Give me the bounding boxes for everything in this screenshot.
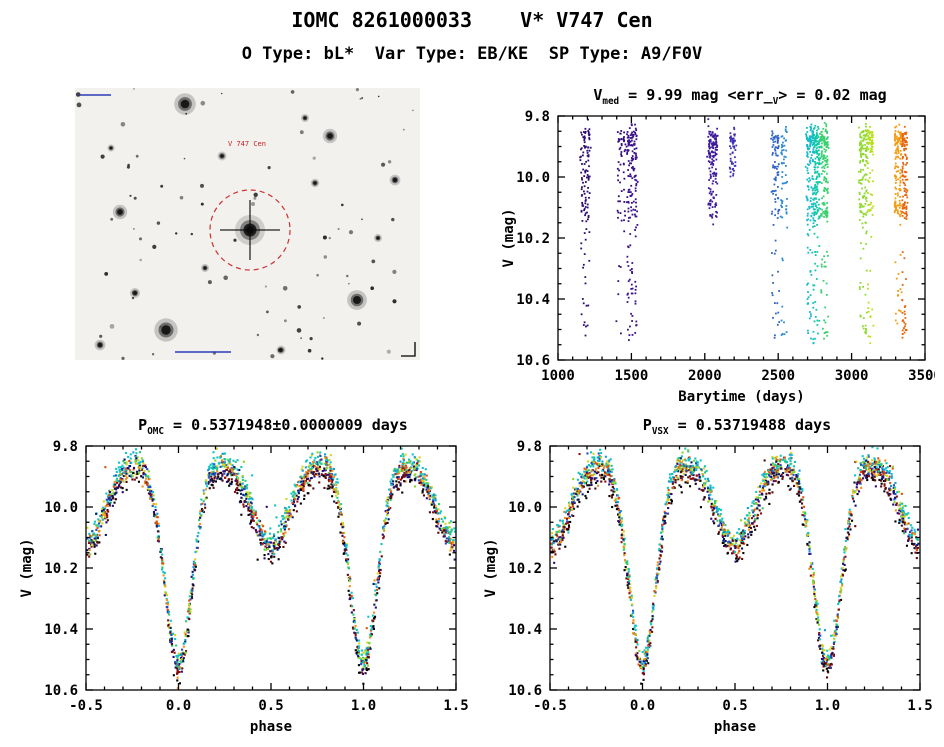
phase-omc-points bbox=[86, 447, 456, 690]
svg-text:2500: 2500 bbox=[761, 368, 795, 384]
p-omc-label: P bbox=[138, 416, 148, 434]
time-series-points bbox=[579, 118, 909, 345]
svg-text:-0.5: -0.5 bbox=[69, 698, 103, 714]
phase-vsx-points bbox=[550, 446, 920, 685]
svg-text:10.2: 10.2 bbox=[44, 561, 78, 577]
phase-vsx-title: PVSX = 0.53719488 days bbox=[532, 416, 942, 438]
phase-plot-omc: POMC = 0.5371948±0.0000009 days -0.5 0.0 0… bbox=[18, 416, 478, 740]
errv-value: > = 0.02 mag bbox=[778, 86, 887, 104]
time-series-ylabel: V (mag) bbox=[501, 208, 517, 267]
target-label: V 747 Cen bbox=[228, 140, 266, 148]
p-vsx-label: P bbox=[642, 416, 652, 434]
phase-vsx-axes bbox=[549, 445, 921, 691]
svg-text:1.5: 1.5 bbox=[443, 698, 468, 714]
svg-text:10.4: 10.4 bbox=[516, 292, 550, 308]
phase-omc-title: POMC = 0.5371948±0.0000009 days bbox=[68, 416, 478, 438]
target-star bbox=[220, 200, 280, 260]
svg-text:10.0: 10.0 bbox=[516, 170, 550, 186]
svg-text:1000: 1000 bbox=[541, 368, 575, 384]
svg-text:3000: 3000 bbox=[835, 368, 869, 384]
time-plot-canvas: 1000 1500 2000 2500 3000 3500 9.8 10.0 10.2 10.4 1… bbox=[501, 109, 935, 405]
phase-vsx-ylabel: V (mag) bbox=[483, 538, 499, 597]
time-series-axes bbox=[557, 115, 926, 361]
svg-text:2000: 2000 bbox=[688, 368, 722, 384]
phase-omc-canvas: -0.5 0.0 0.5 1.0 1.5 9.8 10.0 10.2 10.4 10.6 phase… bbox=[19, 439, 469, 735]
finder-canvas: V 747 Cen bbox=[75, 87, 420, 360]
vmed-sub: med bbox=[602, 96, 620, 107]
phase-omc-xlabel: phase bbox=[250, 719, 292, 735]
p-vsx-sub: VSX bbox=[651, 426, 669, 437]
svg-text:0.0: 0.0 bbox=[166, 698, 191, 714]
field-stars bbox=[75, 87, 414, 360]
phase-omc-ylabel: V (mag) bbox=[19, 538, 35, 597]
page-title: IOMC 8261000033 V* V747 Cen bbox=[291, 8, 653, 32]
phase-vsx-labels: -0.5 0.0 0.5 1.0 1.59.810.010.210.410.6phase… bbox=[483, 439, 933, 735]
errv-sub: V bbox=[772, 96, 779, 107]
time-series-labels: 1000 1500 2000 2500 3000 3500 9.8 10.0 10.2 10.4 1… bbox=[501, 109, 935, 405]
svg-text:10.6: 10.6 bbox=[44, 683, 78, 699]
svg-text:10.6: 10.6 bbox=[516, 353, 550, 369]
time-series-plot: Vmed = 9.99 mag <err_V> = 0.02 mag 1000 1… bbox=[500, 86, 940, 410]
phase-plot-vsx: PVSX = 0.53719488 days -0.5 0.0 0.5 1.0 1.5 9… bbox=[482, 416, 942, 740]
svg-text:9.8: 9.8 bbox=[525, 109, 550, 125]
vmed-value: = 9.99 mag <err_ bbox=[619, 86, 773, 104]
svg-text:1.0: 1.0 bbox=[351, 698, 376, 714]
svg-text:10.2: 10.2 bbox=[516, 231, 550, 247]
p-omc-value: = 0.5371948±0.0000009 days bbox=[163, 416, 408, 434]
p-vsx-value: = 0.53719488 days bbox=[668, 416, 832, 434]
phase-omc-axes bbox=[85, 445, 457, 691]
svg-text:0.5: 0.5 bbox=[258, 698, 283, 714]
phase-vsx-xlabel: phase bbox=[714, 719, 756, 735]
annotation-marks bbox=[79, 94, 416, 357]
svg-text:10.4: 10.4 bbox=[44, 622, 78, 638]
svg-text:9.8: 9.8 bbox=[53, 439, 78, 455]
svg-text:1500: 1500 bbox=[615, 368, 649, 384]
time-plot-title: Vmed = 9.99 mag <err_V> = 0.02 mag bbox=[540, 86, 940, 108]
finder-chart: V 747 Cen bbox=[75, 87, 420, 360]
svg-text:10.0: 10.0 bbox=[44, 500, 78, 516]
phase-vsx-canvas: -0.5 0.0 0.5 1.0 1.59.810.010.210.410.6phase… bbox=[483, 439, 933, 735]
time-series-xlabel: Barytime (days) bbox=[678, 389, 804, 405]
svg-text:3500: 3500 bbox=[908, 368, 935, 384]
vmed-label: V bbox=[593, 86, 603, 104]
phase-omc-labels: -0.5 0.0 0.5 1.0 1.5 9.8 10.0 10.2 10.4 10.6 phase… bbox=[19, 439, 469, 735]
target-circle bbox=[209, 189, 291, 271]
page-subtitle: O Type: bL* Var Type: EB/KE SP Type: A9/… bbox=[241, 44, 703, 64]
p-omc-sub: OMC bbox=[147, 426, 164, 437]
